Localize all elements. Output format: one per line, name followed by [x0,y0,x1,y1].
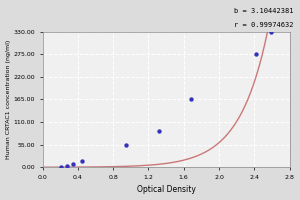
Text: r = 0.99974632: r = 0.99974632 [235,22,294,28]
Point [64,164,69,167]
Point [70,163,75,166]
Point [124,143,129,146]
Point [188,98,193,101]
Text: b = 3.10442381: b = 3.10442381 [235,8,294,14]
Point [58,166,63,169]
Point [268,30,273,33]
Point [157,129,161,133]
Point [254,53,258,56]
Y-axis label: Human CRTAC1 concentration (ng/ml): Human CRTAC1 concentration (ng/ml) [6,40,10,159]
Point [80,160,84,163]
X-axis label: Optical Density: Optical Density [136,185,196,194]
